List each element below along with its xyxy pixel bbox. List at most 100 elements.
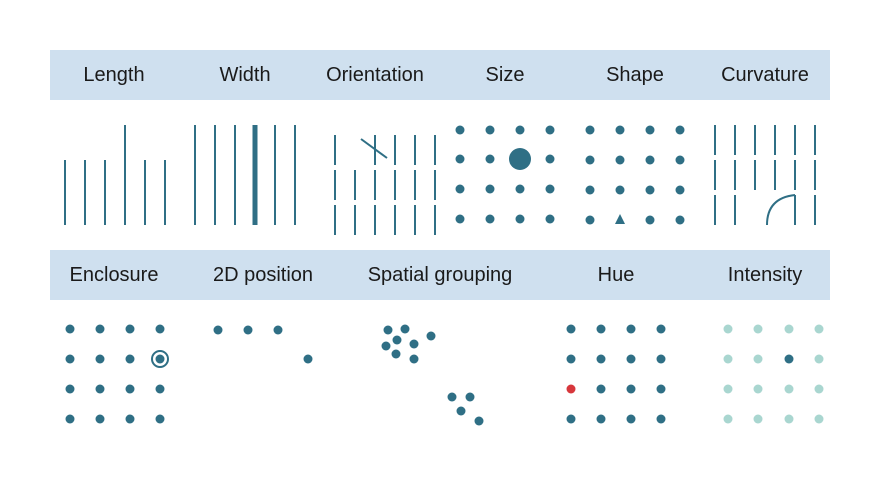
shape-dot-3-2	[645, 215, 655, 225]
enclosure-dot-3-3	[155, 414, 165, 424]
hue-dot-3-3	[656, 414, 666, 424]
curvature-curved-line	[766, 194, 796, 226]
grouping-dot-8	[447, 392, 457, 402]
hue-dot-1-2	[626, 354, 636, 364]
position-dot-0	[213, 325, 223, 335]
grouping-dot-9	[465, 392, 475, 402]
label-curvature: Curvature	[721, 64, 809, 86]
label-enclosure: Enclosure	[69, 264, 159, 286]
grouping-dot-2	[392, 335, 402, 345]
label-hue: Hue	[597, 264, 635, 286]
grouping-dot-3	[381, 341, 391, 351]
enclosure-dot-2-0	[65, 384, 75, 394]
label-length: Length	[83, 64, 145, 86]
grouping-dot-6	[391, 349, 401, 359]
intensity-dot-1-3	[814, 354, 824, 364]
position-dot-1	[243, 325, 253, 335]
shape-dot-1-2	[645, 155, 655, 165]
shape-dot-2-3	[675, 185, 685, 195]
size-dot-3-2	[515, 214, 525, 224]
label-shape: Shape	[606, 64, 664, 86]
enclosure-ring	[151, 350, 169, 368]
shape-dot-2-1	[615, 185, 625, 195]
intensity-dot-0-0	[723, 324, 733, 334]
size-dot-1-1	[485, 154, 495, 164]
hue-dot-1-0	[566, 354, 576, 364]
shape-triangle	[615, 214, 625, 224]
hue-dot-3-2	[626, 414, 636, 424]
enclosure-dot-1-0	[65, 354, 75, 364]
size-dot-0-0	[455, 125, 465, 135]
intensity-dot-2-0	[723, 384, 733, 394]
size-dot-3-0	[455, 214, 465, 224]
enclosure-dot-1-1	[95, 354, 105, 364]
size-dot-0-3	[545, 125, 555, 135]
shape-dot-0-1	[615, 125, 625, 135]
hue-dot-1-3	[656, 354, 666, 364]
label-orientation: Orientation	[326, 64, 424, 86]
label-spatial-grouping: Spatial grouping	[367, 264, 513, 286]
intensity-dot-3-3	[814, 414, 824, 424]
hue-dot-2-1	[596, 384, 606, 394]
intensity-dark-dot	[784, 354, 794, 364]
intensity-dot-2-1	[753, 384, 763, 394]
shape-dot-1-1	[615, 155, 625, 165]
label-width: Width	[219, 64, 271, 86]
shape-dot-0-0	[585, 125, 595, 135]
intensity-dot-0-1	[753, 324, 763, 334]
shape-dot-2-2	[645, 185, 655, 195]
size-dot-1-0	[455, 154, 465, 164]
enclosure-dot-0-1	[95, 324, 105, 334]
hue-dot-0-0	[566, 324, 576, 334]
hue-dot-3-1	[596, 414, 606, 424]
hue-dot-0-1	[596, 324, 606, 334]
intensity-dot-3-1	[753, 414, 763, 424]
enclosure-dot-3-0	[65, 414, 75, 424]
enclosure-dot-3-2	[125, 414, 135, 424]
intensity-dot-1-1	[753, 354, 763, 364]
size-dot-2-3	[545, 184, 555, 194]
intensity-dot-1-0	[723, 354, 733, 364]
hue-dot-2-3	[656, 384, 666, 394]
shape-dot-3-3	[675, 215, 685, 225]
hue-red-dot	[566, 384, 576, 394]
header-band-row-1: Length Width Orientation Size Shape Curv…	[50, 50, 830, 100]
label-size: Size	[485, 64, 525, 86]
intensity-dot-3-2	[784, 414, 794, 424]
enclosure-dot-1-3	[155, 354, 165, 364]
grouping-dot-5	[426, 331, 436, 341]
intensity-dot-0-3	[814, 324, 824, 334]
grouping-dot-0	[383, 325, 393, 335]
grouping-dot-11	[474, 416, 484, 426]
position-dot-3	[303, 354, 313, 364]
enclosure-dot-0-0	[65, 324, 75, 334]
grouping-dot-4	[409, 339, 419, 349]
hue-dot-3-0	[566, 414, 576, 424]
enclosure-dot-2-1	[95, 384, 105, 394]
size-dot-0-2	[515, 125, 525, 135]
hue-dot-2-2	[626, 384, 636, 394]
shape-dot-1-0	[585, 155, 595, 165]
grouping-dot-7	[409, 354, 419, 364]
shape-dot-2-0	[585, 185, 595, 195]
shape-dot-0-3	[675, 125, 685, 135]
shape-dot-0-2	[645, 125, 655, 135]
label-intensity: Intensity	[727, 264, 803, 286]
size-dot-1-3	[545, 154, 555, 164]
grouping-dot-1	[400, 324, 410, 334]
enclosure-dot-2-2	[125, 384, 135, 394]
size-dot-0-1	[485, 125, 495, 135]
shape-dot-3-0	[585, 215, 595, 225]
label-2d-position: 2D position	[212, 264, 314, 286]
header-band-row-2: Enclosure 2D position Spatial grouping H…	[50, 250, 830, 300]
grouping-dot-10	[456, 406, 466, 416]
size-dot-3-1	[485, 214, 495, 224]
intensity-dot-2-2	[784, 384, 794, 394]
enclosure-dot-2-3	[155, 384, 165, 394]
position-dot-2	[273, 325, 283, 335]
size-dot-2-1	[485, 184, 495, 194]
shape-dot-1-3	[675, 155, 685, 165]
size-dot-2-0	[455, 184, 465, 194]
hue-dot-0-3	[656, 324, 666, 334]
